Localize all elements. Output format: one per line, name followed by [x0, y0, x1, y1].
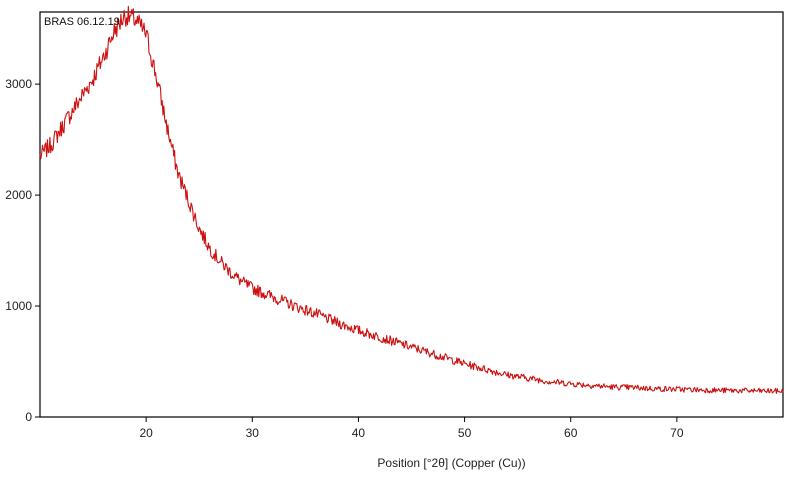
- y-tick-label: 2000: [5, 188, 32, 202]
- data-series-line: [39, 5, 784, 395]
- x-tick-label: 50: [458, 426, 472, 440]
- x-tick-label: 40: [352, 426, 366, 440]
- x-tick-label: 30: [246, 426, 260, 440]
- y-tick-label: 0: [25, 410, 32, 424]
- x-tick-label: 60: [564, 426, 578, 440]
- plot-title: BRAS 06.12.19: [44, 16, 120, 28]
- x-tick-label: 70: [670, 426, 684, 440]
- x-axis: 20 30 40 50 60 70: [139, 417, 684, 440]
- y-tick-label: 3000: [5, 77, 32, 91]
- y-tick-label: 1000: [5, 299, 32, 313]
- y-axis: 0 1000 2000 3000: [5, 77, 40, 424]
- x-axis-title: Position [°2θ] (Copper (Cu)): [377, 456, 525, 470]
- plot-frame: [39, 11, 784, 418]
- x-tick-label: 20: [139, 426, 153, 440]
